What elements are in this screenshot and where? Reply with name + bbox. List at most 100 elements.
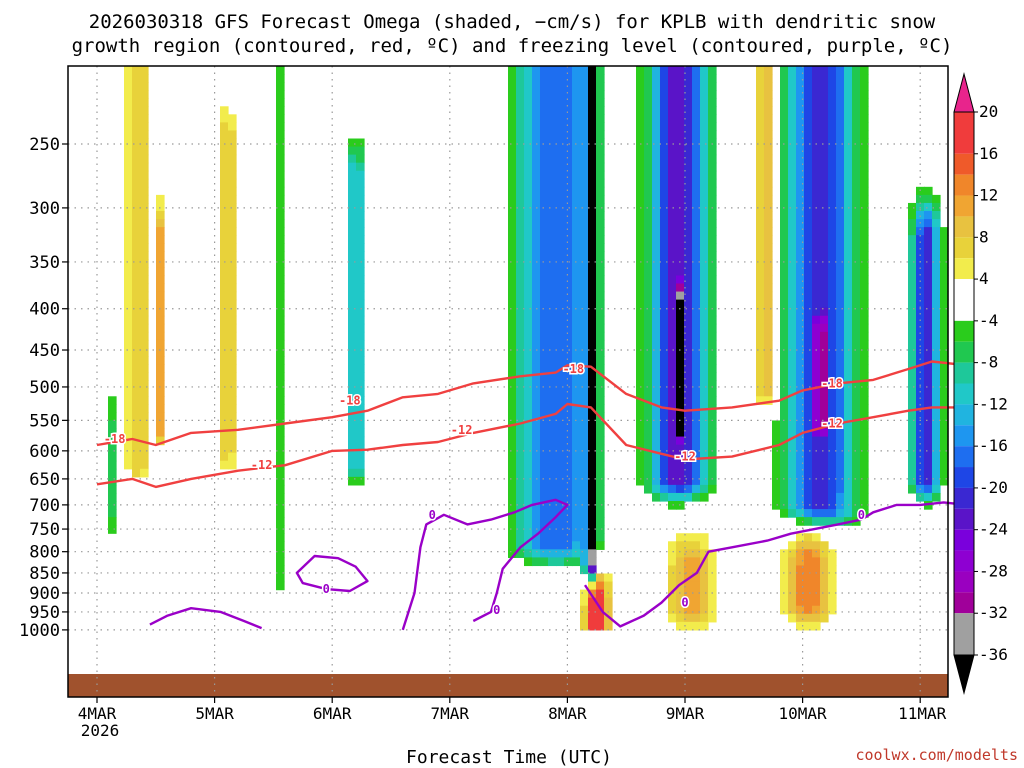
omega-cell: [516, 219, 525, 228]
omega-cell: [524, 74, 533, 83]
omega-cell: [812, 613, 821, 623]
omega-cell: [276, 428, 285, 438]
omega-cell: [548, 323, 557, 333]
omega-cell: [540, 331, 549, 341]
omega-cell: [812, 211, 821, 220]
omega-cell: [796, 251, 805, 260]
omega-cell: [708, 581, 717, 591]
omega-cell: [572, 235, 581, 244]
omega-cell: [524, 138, 533, 148]
omega-cell: [908, 315, 917, 325]
omega-cell: [588, 211, 597, 220]
omega-cell: [124, 122, 133, 132]
omega-cell: [804, 581, 813, 591]
omega-cell: [692, 589, 701, 599]
omega-cell: [652, 74, 661, 83]
omega-cell: [828, 178, 837, 188]
omega-cell: [788, 420, 797, 430]
omega-cell: [812, 460, 821, 470]
omega-cell: [924, 235, 933, 244]
omega-cell: [556, 533, 565, 542]
omega-cell: [684, 428, 693, 438]
omega-cell: [924, 202, 933, 212]
omega-cell: [588, 509, 597, 518]
omega-cell: [916, 372, 925, 381]
credit-link[interactable]: coolwx.com/modelts: [855, 746, 1018, 764]
omega-cell: [140, 388, 149, 397]
omega-cell: [924, 444, 933, 454]
omega-cell: [820, 347, 829, 357]
omega-cell: [644, 146, 653, 156]
omega-cell: [924, 275, 933, 285]
omega-cell: [820, 323, 829, 333]
omega-cell: [852, 90, 861, 99]
omega-cell: [708, 444, 717, 454]
omega-cell: [676, 597, 685, 607]
omega-cell: [596, 74, 605, 83]
omega-cell: [676, 452, 685, 462]
omega-cell: [132, 186, 141, 196]
omega-cell: [668, 130, 677, 140]
omega-cell: [684, 122, 693, 132]
omega-cell: [860, 388, 869, 397]
omega-cell: [708, 202, 717, 212]
omega-cell: [852, 460, 861, 470]
omega-cell: [524, 484, 533, 494]
omega-cell: [668, 74, 677, 83]
colorbar-band: [954, 613, 974, 655]
omega-cell: [540, 428, 549, 438]
omega-cell: [652, 412, 661, 422]
omega-cell: [356, 436, 365, 446]
omega-cell: [852, 299, 861, 309]
omega-cell: [228, 283, 237, 293]
omega-cell: [348, 476, 357, 486]
omega-cell: [580, 452, 589, 462]
omega-cell: [356, 267, 365, 277]
omega-cell: [788, 323, 797, 333]
omega-cell: [820, 90, 829, 99]
omega-cell: [804, 501, 813, 510]
omega-cell: [524, 283, 533, 293]
omega-cell: [780, 122, 789, 132]
omega-cell: [788, 468, 797, 478]
omega-cell: [572, 90, 581, 99]
omega-cell: [860, 154, 869, 164]
omega-cell: [652, 492, 661, 502]
omega-cell: [828, 162, 837, 172]
omega-cell: [700, 589, 709, 599]
omega-cell: [676, 444, 685, 454]
omega-cell: [156, 347, 165, 357]
omega-cell: [356, 339, 365, 349]
omega-cell: [908, 219, 917, 228]
omega-cell: [660, 307, 669, 317]
omega-cell: [596, 106, 605, 115]
omega-cell: [228, 202, 237, 212]
omega-cell: [844, 331, 853, 341]
omega-cell: [812, 219, 821, 228]
omega-cell: [572, 372, 581, 381]
omega-cell: [636, 154, 645, 164]
omega-cell: [796, 259, 805, 268]
omega-cell: [580, 509, 589, 518]
omega-cell: [564, 484, 573, 494]
omega-cell: [108, 509, 117, 518]
omega-cell: [804, 484, 813, 494]
omega-cell: [644, 291, 653, 301]
omega-cell: [532, 138, 541, 148]
omega-cell: [588, 347, 597, 357]
omega-cell: [636, 436, 645, 446]
omega-cell: [580, 347, 589, 357]
omega-cell: [812, 549, 821, 558]
omega-cell: [124, 235, 133, 244]
omega-cell: [220, 452, 229, 462]
omega-cell: [228, 356, 237, 365]
omega-cell: [132, 194, 141, 204]
omega-cell: [548, 436, 557, 446]
omega-cell: [940, 243, 949, 252]
omega-cell: [588, 243, 597, 252]
omega-cell: [708, 597, 717, 607]
omega-cell: [276, 339, 285, 349]
omega-cell: [556, 501, 565, 510]
omega-cell: [788, 235, 797, 244]
y-tick-label: 550: [29, 411, 60, 431]
